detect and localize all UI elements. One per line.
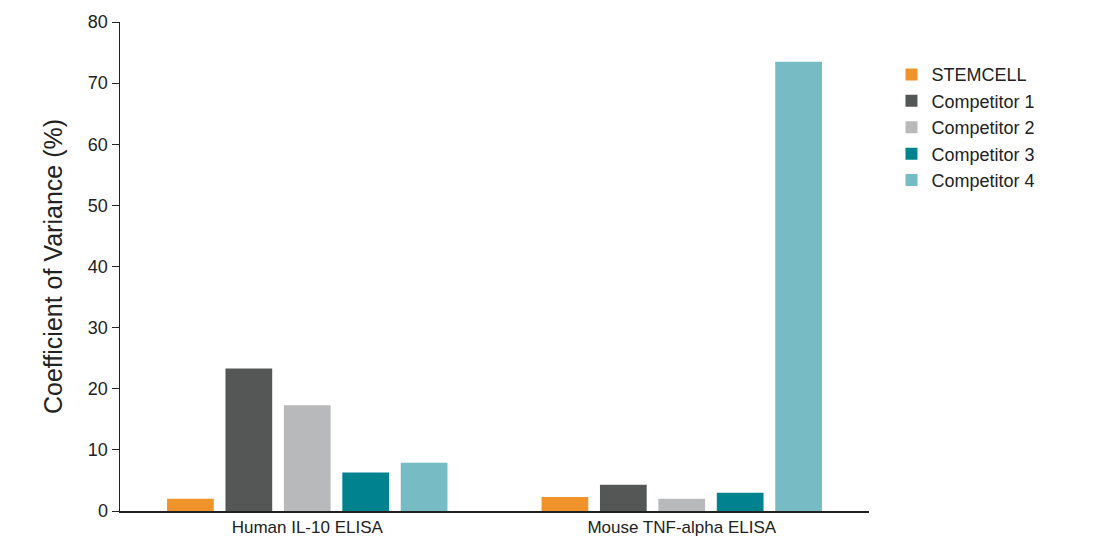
svg-text:Competitor 3: Competitor 3: [931, 145, 1034, 165]
svg-text:Coefficient of Variance (%): Coefficient of Variance (%): [39, 119, 67, 414]
svg-text:40: 40: [88, 257, 108, 277]
svg-text:Competitor 4: Competitor 4: [931, 171, 1034, 191]
svg-text:50: 50: [88, 196, 108, 216]
svg-text:80: 80: [88, 12, 108, 32]
svg-text:Human IL-10 ELISA: Human IL-10 ELISA: [232, 518, 384, 537]
svg-text:STEMCELL: STEMCELL: [931, 65, 1026, 85]
svg-text:Mouse TNF-alpha ELISA: Mouse TNF-alpha ELISA: [587, 518, 776, 537]
svg-text:30: 30: [88, 318, 108, 338]
svg-text:70: 70: [88, 73, 108, 93]
svg-text:60: 60: [88, 135, 108, 155]
svg-text:0: 0: [98, 501, 108, 521]
svg-text:Competitor 2: Competitor 2: [931, 118, 1034, 138]
svg-text:Competitor 1: Competitor 1: [931, 92, 1034, 112]
svg-text:20: 20: [88, 379, 108, 399]
svg-text:10: 10: [88, 440, 108, 460]
